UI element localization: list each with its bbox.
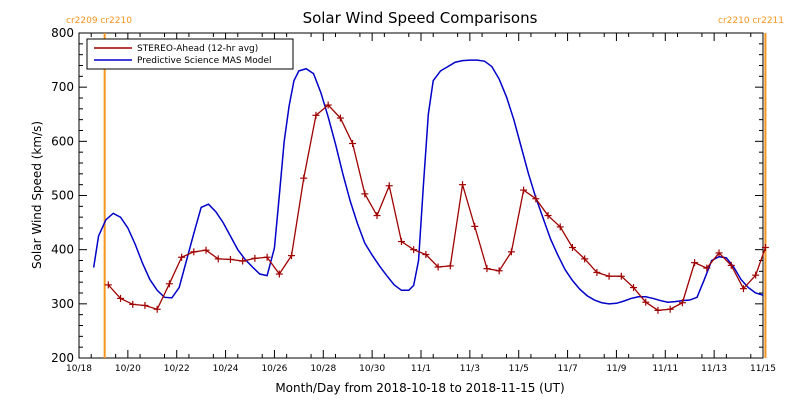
y-tick-label: 500	[51, 189, 74, 203]
series-line-mas-model	[92, 59, 764, 305]
x-axis-label: Month/Day from 2018-10-18 to 2018-11-15 …	[275, 381, 564, 395]
series-point-stereo	[727, 261, 735, 269]
plot-frame-group	[78, 32, 764, 359]
series-point-stereo	[178, 253, 186, 261]
y-tick-label: 800	[51, 26, 74, 40]
series-point-stereo	[739, 285, 747, 293]
series-point-stereo	[520, 186, 528, 194]
series-point-stereo	[483, 265, 491, 273]
series-point-stereo	[495, 267, 503, 275]
y-axis-label: Solar Wind Speed (km/s)	[30, 121, 44, 269]
series-point-stereo	[117, 294, 125, 302]
series-point-stereo	[141, 301, 149, 309]
series-point-stereo	[605, 272, 613, 280]
x-tick-label: 10/18	[66, 364, 92, 374]
x-tick-label: 11/9	[606, 364, 626, 374]
series-point-stereo	[190, 248, 198, 256]
x-tick-label: 11/5	[509, 364, 529, 374]
series-point-stereo	[617, 272, 625, 280]
series-point-stereo	[300, 174, 308, 182]
series-point-stereo	[507, 248, 515, 256]
x-tick-label: 10/28	[310, 364, 336, 374]
y-tick-label: 600	[51, 134, 74, 148]
series-point-stereo	[324, 101, 332, 109]
y-tick-label: 300	[51, 297, 74, 311]
series-point-stereo	[361, 190, 369, 198]
series-point-stereo	[568, 244, 576, 251]
plot-frame	[78, 32, 764, 359]
series-layer	[92, 59, 769, 314]
x-tick-label: 11/3	[460, 364, 480, 374]
series-point-stereo	[214, 255, 222, 263]
series-point-stereo	[226, 255, 234, 263]
series-point-stereo	[654, 306, 662, 314]
series-point-stereo	[312, 111, 320, 119]
series-point-stereo	[129, 300, 137, 308]
series-point-stereo	[556, 223, 564, 231]
series-point-stereo	[532, 195, 540, 203]
series-point-stereo	[678, 299, 686, 307]
legend: STEREO-Ahead (12-hr avg) Predictive Scie…	[86, 38, 294, 70]
chart-title: Solar Wind Speed Comparisons	[303, 9, 538, 27]
rotation-label-left: cr2209 cr2210	[66, 16, 132, 26]
series-point-stereo	[153, 305, 161, 313]
series-point-stereo	[385, 182, 393, 190]
series-point-stereo	[761, 244, 769, 251]
series-point-stereo	[397, 238, 405, 246]
x-tick-label: 11/11	[652, 364, 678, 374]
x-tick-label: 10/24	[213, 364, 239, 374]
series-point-stereo	[581, 255, 589, 263]
rotation-label-right: cr2210 cr2211	[718, 16, 784, 26]
x-tick-label: 11/15	[750, 364, 776, 374]
x-tick-label: 10/20	[115, 364, 141, 374]
series-point-stereo	[288, 252, 296, 260]
series-point-stereo	[691, 259, 699, 267]
series-point-stereo	[373, 212, 381, 220]
y-tick-label: 700	[51, 80, 74, 94]
series-point-stereo	[104, 281, 112, 289]
series-point-stereo	[422, 251, 430, 259]
axis-ticks: 200 300 400 500 600 700 800 10/18 10/20 10/22 10/2…	[51, 26, 776, 374]
series-line-stereo	[107, 104, 767, 312]
series-point-stereo	[544, 212, 552, 220]
legend-label-stereo: STEREO-Ahead (12-hr avg)	[137, 44, 258, 54]
series-point-stereo	[165, 280, 173, 288]
series-point-stereo	[752, 271, 760, 279]
series-point-stereo	[446, 262, 454, 270]
y-tick-label: 200	[51, 351, 74, 365]
series-point-stereo	[434, 263, 442, 271]
series-point-stereo	[715, 249, 723, 257]
series-point-stereo	[202, 246, 210, 254]
y-tick-label: 400	[51, 243, 74, 257]
series-point-stereo	[275, 270, 283, 278]
rotation-marker-lines	[103, 33, 767, 358]
x-tick-label: 10/26	[261, 364, 287, 374]
x-tick-label: 11/7	[557, 364, 577, 374]
series-point-stereo	[703, 264, 711, 272]
x-tick-label: 11/1	[411, 364, 431, 374]
series-point-stereo	[642, 298, 650, 306]
series-point-stereo	[471, 222, 479, 230]
legend-label-mas-model: Predictive Science MAS Model	[137, 56, 272, 66]
series-point-stereo	[593, 268, 601, 276]
series-point-stereo	[459, 181, 467, 189]
series-point-stereo	[630, 284, 638, 292]
x-tick-label: 10/22	[164, 364, 190, 374]
series-point-stereo	[336, 114, 344, 122]
legend-box	[86, 38, 294, 70]
x-tick-label: 10/30	[359, 364, 385, 374]
series-point-stereo	[239, 257, 247, 265]
x-tick-label: 11/13	[701, 364, 727, 374]
series-point-stereo	[410, 246, 418, 254]
series-point-stereo	[666, 305, 674, 313]
series-point-stereo	[349, 140, 357, 147]
series-point-stereo	[263, 253, 271, 261]
series-point-stereo	[251, 254, 259, 262]
